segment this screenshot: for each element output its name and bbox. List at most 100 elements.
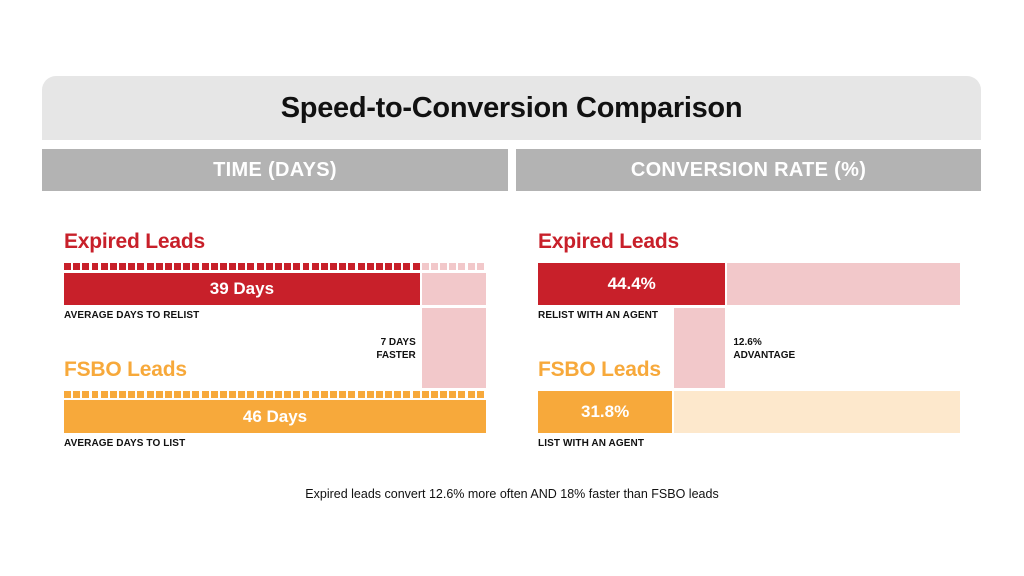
conv-fsbo-remainder <box>674 391 960 433</box>
fsbo-day-square <box>229 391 237 398</box>
expired-day-square <box>275 263 282 270</box>
fsbo-day-square <box>247 391 255 398</box>
fsbo-day-square <box>421 391 429 398</box>
expired-day-square <box>449 263 457 270</box>
fsbo-day-square <box>265 391 273 398</box>
fsbo-day-square <box>375 391 383 398</box>
fsbo-day-square <box>201 391 209 398</box>
conv-fsbo-bar: 31.8% <box>538 391 673 433</box>
expired-day-square <box>119 263 126 270</box>
fsbo-day-square <box>100 391 108 398</box>
conv-difference-text: ADVANTAGE <box>733 350 796 361</box>
expired-day-square <box>430 263 438 270</box>
expired-day-square <box>421 263 429 270</box>
fsbo-day-square <box>467 391 475 398</box>
time-difference-note: 7 DAYS FASTER <box>296 336 416 362</box>
expired-day-square <box>385 263 393 270</box>
expired-day-square <box>128 263 136 270</box>
expired-day-square <box>403 263 411 270</box>
expired-day-square <box>82 263 90 270</box>
expired-day-square <box>357 263 365 270</box>
fsbo-day-square <box>330 391 337 398</box>
expired-day-square <box>366 263 374 270</box>
conv-expired-remainder <box>727 263 960 305</box>
expired-day-square <box>467 263 475 270</box>
fsbo-day-square <box>109 391 117 398</box>
title-banner: Speed-to-Conversion Comparison <box>42 76 981 140</box>
fsbo-day-square <box>458 391 466 398</box>
fsbo-day-square <box>476 391 484 398</box>
fsbo-day-square <box>82 391 90 398</box>
conv-expired-value: 44.4% <box>607 274 656 293</box>
expired-day-square <box>348 263 356 270</box>
expired-day-square <box>302 263 310 270</box>
time-expired-value: 39 Days <box>209 279 275 298</box>
time-expired-bar: 39 Days <box>64 273 420 305</box>
expired-day-square <box>109 263 117 270</box>
time-fsbo-sublabel: AVERAGE DAYS TO LIST <box>64 438 186 449</box>
expired-day-square <box>238 263 246 270</box>
time-expired-day-squares <box>64 263 486 270</box>
expired-day-square <box>293 263 301 270</box>
expired-day-square <box>155 263 163 270</box>
expired-day-square <box>320 263 328 270</box>
fsbo-day-square <box>137 391 145 398</box>
fsbo-day-square <box>155 391 163 398</box>
expired-day-square <box>412 263 420 270</box>
fsbo-day-square <box>293 391 301 398</box>
fsbo-day-square <box>320 391 328 398</box>
fsbo-day-square <box>412 391 420 398</box>
time-expired-label: Expired Leads <box>64 230 205 253</box>
footer-summary: Expired leads convert 12.6% more often A… <box>305 487 719 501</box>
fsbo-day-square <box>302 391 310 398</box>
time-difference-value: 7 DAYS <box>380 337 416 348</box>
fsbo-day-square <box>394 391 402 398</box>
page-title: Speed-to-Conversion Comparison <box>280 91 743 124</box>
expired-day-square <box>330 263 337 270</box>
fsbo-day-square <box>64 391 71 398</box>
conv-expired-label: Expired Leads <box>538 230 679 253</box>
expired-day-square <box>284 263 292 270</box>
expired-day-square <box>201 263 209 270</box>
fsbo-day-square <box>91 391 99 398</box>
conv-fsbo-sublabel: LIST WITH AN AGENT <box>538 438 645 449</box>
expired-day-square <box>247 263 255 270</box>
fsbo-day-square <box>219 391 227 398</box>
expired-day-square <box>210 263 218 270</box>
fsbo-day-square <box>357 391 365 398</box>
time-fsbo-day-squares <box>64 391 486 398</box>
fsbo-day-square <box>284 391 292 398</box>
time-difference-connector <box>421 308 486 388</box>
fsbo-day-square <box>403 391 411 398</box>
expired-day-square <box>458 263 466 270</box>
fsbo-day-square <box>73 391 81 398</box>
expired-day-square <box>229 263 237 270</box>
expired-day-square <box>183 263 191 270</box>
time-difference-text: FASTER <box>376 350 416 361</box>
expired-day-square <box>339 263 347 270</box>
fsbo-day-square <box>119 391 126 398</box>
time-fsbo-label: FSBO Leads <box>64 358 187 381</box>
conv-difference-note: 12.6% ADVANTAGE <box>733 336 795 362</box>
fsbo-day-square <box>440 391 448 398</box>
expired-day-square <box>265 263 273 270</box>
expired-day-square <box>440 263 448 270</box>
fsbo-day-square <box>348 391 356 398</box>
expired-day-square <box>394 263 402 270</box>
fsbo-day-square <box>192 391 200 398</box>
expired-day-square <box>311 263 319 270</box>
time-expired-sublabel: AVERAGE DAYS TO RELIST <box>64 310 200 321</box>
fsbo-day-square <box>311 391 319 398</box>
fsbo-day-square <box>238 391 246 398</box>
expired-day-square <box>164 263 172 270</box>
fsbo-day-square <box>210 391 218 398</box>
expired-day-square <box>219 263 227 270</box>
fsbo-day-square <box>146 391 154 398</box>
conv-expired-sublabel: RELIST WITH AN AGENT <box>538 310 659 321</box>
conv-fsbo-label: FSBO Leads <box>538 358 661 381</box>
time-fsbo-value: 46 Days <box>242 406 308 426</box>
expired-day-square <box>174 263 182 270</box>
expired-day-square <box>192 263 200 270</box>
fsbo-day-square <box>164 391 172 398</box>
fsbo-day-square <box>256 391 264 398</box>
